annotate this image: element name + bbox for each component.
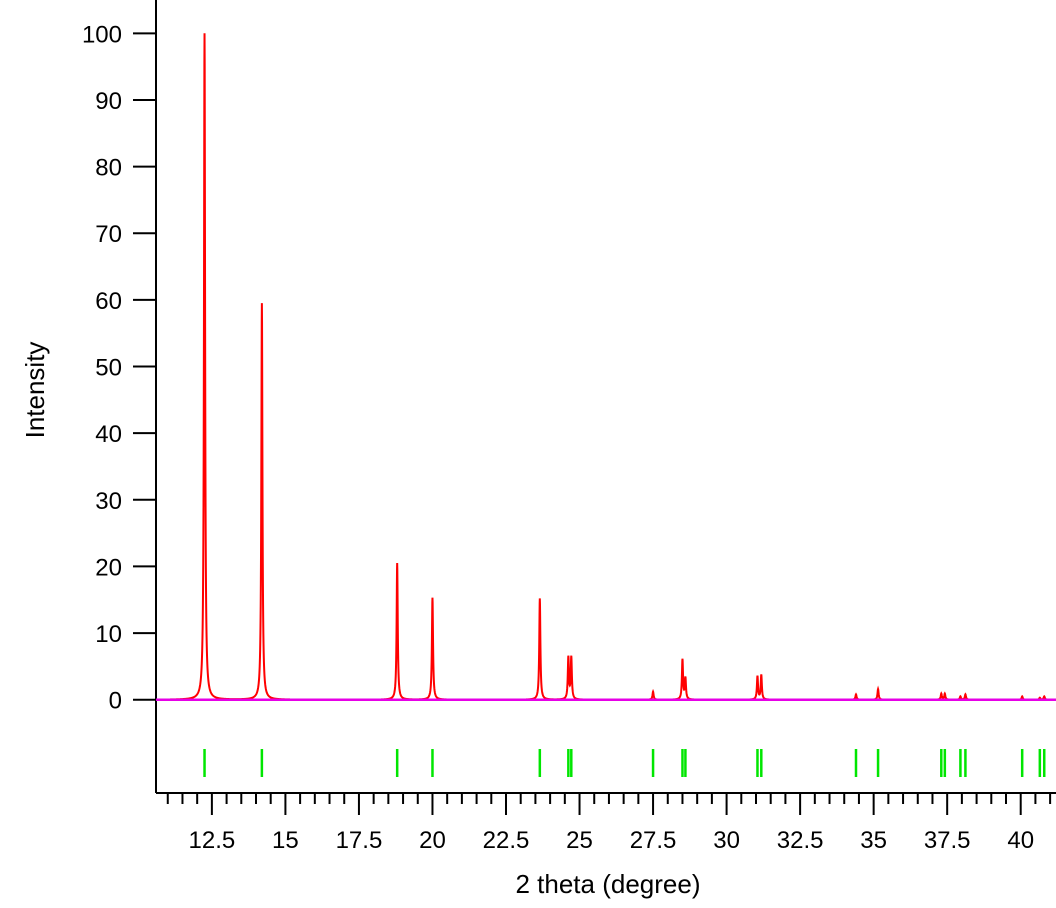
x-tick-label: 40	[1007, 827, 1034, 854]
x-tick-label: 27.5	[630, 827, 677, 854]
x-tick-label: 35	[860, 827, 887, 854]
y-tick-label: 60	[95, 288, 122, 315]
x-tick-label: 20	[419, 827, 446, 854]
x-tick-label: 22.5	[483, 827, 530, 854]
y-axis: 0 10 20 30 40 50 60 70 80 90 100	[82, 0, 157, 793]
y-tick-label: 100	[82, 21, 122, 48]
y-tick-label: 80	[95, 155, 122, 182]
x-tick-label: 12.5	[189, 827, 236, 854]
reflection-markers	[203, 749, 1046, 777]
x-tick-label: 17.5	[336, 827, 383, 854]
y-tick-label: 10	[95, 621, 122, 648]
y-tick-label: 50	[95, 355, 122, 382]
x-axis: 12.5 15 17.5 20 22.5 25 27.5 30 32.5 35 37.5 40	[156, 792, 1056, 854]
y-tick-label: 0	[109, 688, 122, 715]
plot-area	[156, 33, 1056, 701]
y-tick-label: 20	[95, 554, 122, 581]
x-tick-label: 30	[713, 827, 740, 854]
x-tick-label: 25	[566, 827, 593, 854]
y-axis-title: Intensity	[20, 342, 50, 439]
x-tick-label: 32.5	[777, 827, 824, 854]
x-tick-label: 37.5	[924, 827, 971, 854]
x-axis-title: 2 theta (degree)	[515, 869, 700, 899]
diffraction-pattern-line	[156, 33, 1056, 701]
y-tick-label: 30	[95, 488, 122, 515]
x-tick-label: 15	[272, 827, 299, 854]
y-tick-label: 90	[95, 88, 122, 115]
y-tick-label: 70	[95, 221, 122, 248]
y-tick-label: 40	[95, 421, 122, 448]
